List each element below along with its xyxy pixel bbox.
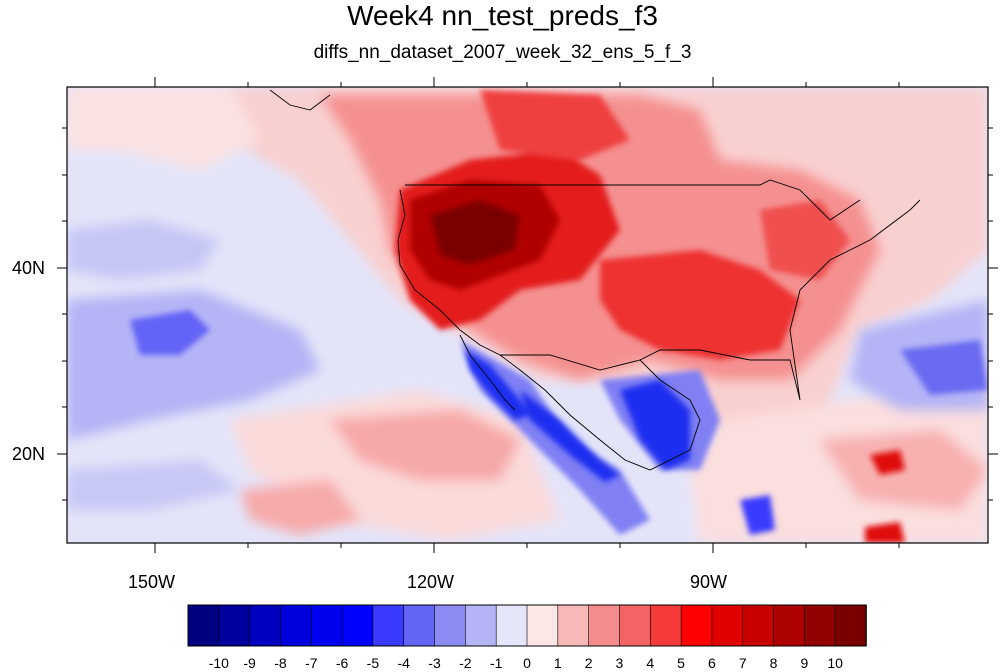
colorbar-swatch (680, 604, 713, 647)
colorbar-tick-label: 2 (584, 655, 593, 671)
anomaly-field (67, 87, 988, 543)
colorbar-tick-label: 6 (708, 655, 716, 671)
colorbar-tick-label: -8 (274, 655, 287, 671)
colorbar-swatch (804, 604, 836, 647)
mexico-border (500, 354, 641, 371)
canada-border (405, 179, 861, 221)
colorbar-tick-label: 4 (646, 655, 655, 671)
colorbar-tick-label: 5 (677, 655, 685, 671)
gulf-atlantic-coast (639, 199, 921, 451)
colorbar-outline (187, 604, 867, 647)
colorbar-swatch (742, 604, 775, 647)
colorbar-swatch (557, 604, 590, 647)
lon-label-150w: 150W (128, 572, 176, 592)
colorbar-swatch (218, 604, 251, 647)
colorbar-swatch (310, 604, 343, 647)
colorbar-tick-label: 1 (553, 655, 562, 671)
warm-shading-core (410, 180, 560, 290)
colorbar-swatch (465, 604, 497, 647)
lon-label-90w: 90W (690, 572, 728, 592)
colorbar-swatch (619, 604, 652, 647)
colorbar-swatch (526, 604, 559, 647)
cool-shading-light (67, 220, 988, 510)
colorbar-tick-label: -2 (459, 655, 472, 671)
colorbar-tick-label: -9 (243, 655, 256, 671)
cool-shading-strong (465, 350, 775, 535)
colorbar-swatch (588, 604, 621, 647)
colorbar-tick-label: -3 (428, 655, 441, 671)
colorbar-swatch (495, 604, 528, 647)
colorbar-swatch (711, 604, 744, 647)
colorbar-tick-label: 7 (738, 655, 747, 671)
colorbar-swatch (187, 604, 220, 647)
colorbar-tick-label: -7 (305, 655, 318, 671)
map-subtitle: diffs_nn_dataset_2007_week_32_ens_5_f_3 (313, 42, 692, 63)
colorbar-tick-label: 8 (769, 655, 778, 671)
lon-ticks (154, 77, 900, 553)
colorbar-tick-label: 3 (615, 655, 624, 671)
lat-label-20n: 20N (12, 444, 46, 464)
colorbar-swatch (280, 604, 313, 647)
colorbar-tick-label: 0 (523, 655, 531, 671)
colorbar-tick-label: 10 (827, 655, 843, 671)
lat-label-40n: 40N (12, 258, 46, 278)
coastlines (269, 89, 921, 471)
colorbar-tick-label: 9 (800, 655, 809, 671)
colorbar-tick-label: -6 (335, 655, 349, 671)
baja-peninsula (459, 334, 516, 411)
colorbar-tick-label: -4 (397, 655, 410, 671)
colorbar-tick-label: -10 (208, 655, 229, 671)
colorbar-swatch (834, 604, 867, 647)
colorbar-tick-label: -5 (366, 655, 380, 671)
colorbar-swatch (434, 604, 467, 647)
map-title: Week4 nn_test_preds_f3 (347, 0, 658, 31)
colorbar-swatch (249, 604, 282, 647)
alaska-coast (269, 89, 331, 111)
colorbar-swatch (372, 604, 405, 647)
colorbar-swatch (403, 604, 436, 647)
lon-label-120w: 120W (407, 572, 455, 592)
colorbar-swatch (341, 604, 374, 647)
colorbar-tick-label: -1 (489, 655, 503, 671)
lat-ticks (57, 127, 998, 501)
colorbar-swatch (773, 604, 806, 647)
colorbar-swatch (649, 604, 682, 647)
colorbar (187, 604, 867, 647)
